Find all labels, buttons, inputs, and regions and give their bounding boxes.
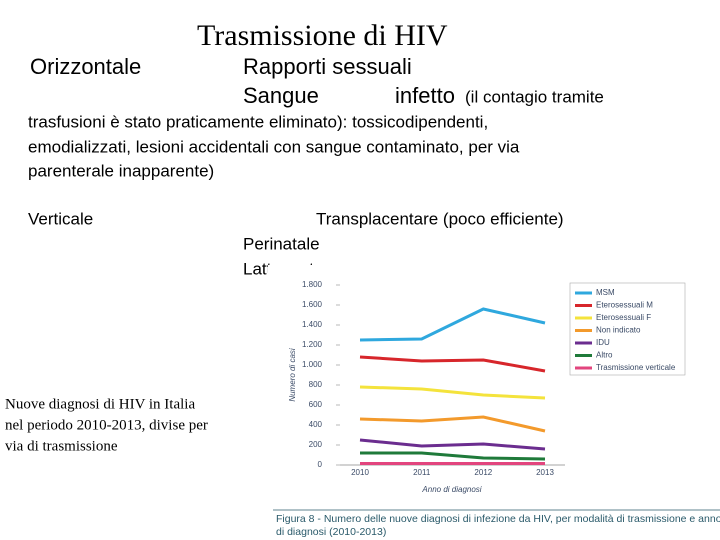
paragraph-line: emodializzati, lesioni accidentali con s… bbox=[28, 137, 520, 156]
chart: 0 200 400 600 800 1.000 1.200 1.400 1.600 1.800 20… bbox=[288, 280, 686, 494]
item: infetto bbox=[395, 83, 455, 108]
y-tick-label: 800 bbox=[309, 380, 323, 389]
series-line bbox=[359, 385, 546, 400]
paragraph-line: parenterale inapparente) bbox=[28, 161, 214, 180]
series-line bbox=[359, 307, 546, 342]
caption-line: nel periodo 2010-2013, divise per bbox=[5, 417, 208, 433]
y-tick-label: 1.400 bbox=[302, 320, 323, 329]
x-tick-label: 2011 bbox=[413, 468, 431, 477]
series-line bbox=[360, 451, 546, 461]
y-tick-label: 600 bbox=[309, 400, 323, 409]
legend-label: Eterosessuali F bbox=[596, 313, 651, 322]
item: Sangue bbox=[243, 83, 319, 108]
y-tick-label: 1.800 bbox=[302, 280, 323, 289]
legend-label: MSM bbox=[596, 288, 615, 297]
y-tick-label: 400 bbox=[309, 420, 323, 429]
section-label: Verticale bbox=[28, 209, 93, 228]
x-tick-label: 2012 bbox=[474, 468, 492, 477]
series-line bbox=[359, 355, 546, 373]
legend-label: Trasmissione verticale bbox=[596, 363, 676, 372]
section-label: Orizzontale bbox=[30, 54, 141, 79]
legend-label: Non indicato bbox=[596, 326, 641, 335]
paragraph-line: trasfusioni è stato praticamente elimina… bbox=[28, 112, 488, 131]
slide-title: Trasmissione di HIV bbox=[197, 19, 448, 52]
item: Transplacentare (poco efficiente) bbox=[316, 209, 564, 228]
series-line bbox=[359, 415, 546, 433]
figure-caption: Figura 8 - Numero delle nuove diagnosi d… bbox=[276, 513, 720, 525]
series-line bbox=[359, 438, 546, 451]
y-tick-label: 1.200 bbox=[302, 340, 323, 349]
y-tick-label: 200 bbox=[309, 440, 323, 449]
item: Perinatale bbox=[243, 234, 320, 253]
y-tick-label: 1.000 bbox=[302, 360, 323, 369]
x-tick-label: 2013 bbox=[536, 468, 554, 477]
caption-line: Nuove diagnosi di HIV in Italia bbox=[5, 396, 195, 412]
figure-caption: di diagnosi (2010-2013) bbox=[276, 526, 386, 538]
caption-line: via di trasmissione bbox=[5, 438, 118, 454]
x-axis-label: Anno di diagnosi bbox=[421, 485, 481, 494]
x-tick-label: 2010 bbox=[351, 468, 369, 477]
legend-label: IDU bbox=[596, 338, 610, 347]
legend-label: Altro bbox=[596, 351, 613, 360]
item-note: (il contagio tramite bbox=[465, 87, 604, 106]
y-tick-label: 0 bbox=[318, 460, 323, 469]
legend-label: Eterosessuali M bbox=[596, 301, 653, 310]
y-axis-label: Numero di casi bbox=[288, 348, 297, 402]
item: Rapporti sessuali bbox=[243, 54, 412, 79]
y-tick-label: 1.600 bbox=[302, 300, 323, 309]
